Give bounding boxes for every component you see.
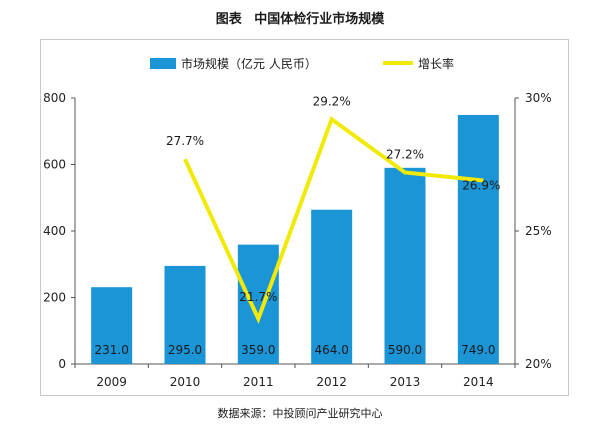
y-tick-label-left: 200 [43,291,66,305]
chart-title-prefix: 图表 [215,12,242,27]
bar-value-label: 295.0 [168,343,202,357]
chart-title: 图表 中国体检行业市场规模 [0,8,600,27]
x-tick-label: 2010 [170,375,201,389]
growth-line [183,116,484,325]
bar-value-label: 749.0 [461,343,495,357]
y-tick-label-right: 25% [525,224,552,238]
growth-value-label: 27.2% [386,147,424,161]
bar [457,114,499,365]
legend-bar-swatch [150,58,176,69]
y-tick-label-left: 0 [58,357,66,371]
bar [311,209,353,364]
x-tick-label: 2013 [390,375,421,389]
bar [237,244,279,364]
y-tick-label-left: 400 [43,224,66,238]
x-tick-label: 2009 [96,375,127,389]
bar [91,287,133,364]
chart-frame [40,39,569,396]
bar-value-label: 464.0 [314,343,348,357]
bar-value-label: 231.0 [94,343,128,357]
y-tick-label-right: 20% [525,357,552,371]
chart-title-text: 中国体检行业市场规模 [254,12,385,27]
legend-bar-label: 市场规模（亿元 人民币） [181,56,317,71]
growth-value-label: 29.2% [313,94,351,108]
y-tick-label-right: 30% [525,91,552,105]
bar-value-label: 590.0 [388,343,422,357]
bar-value-label: 359.0 [241,343,275,357]
source-note: 数据来源：中投顾问产业研究中心 [217,407,383,420]
legend-line-label: 增长率 [418,56,454,71]
x-tick-label: 2012 [316,375,347,389]
growth-value-label: 26.9% [462,178,500,192]
growth-value-label: 21.7% [239,290,277,304]
growth-value-label: 27.7% [166,134,204,148]
bar [384,167,426,364]
x-tick-label: 2014 [463,375,494,389]
y-tick-label-left: 600 [43,158,66,172]
y-tick-label-left: 800 [43,91,66,105]
bar [164,265,206,364]
x-tick-label: 2011 [243,375,274,389]
